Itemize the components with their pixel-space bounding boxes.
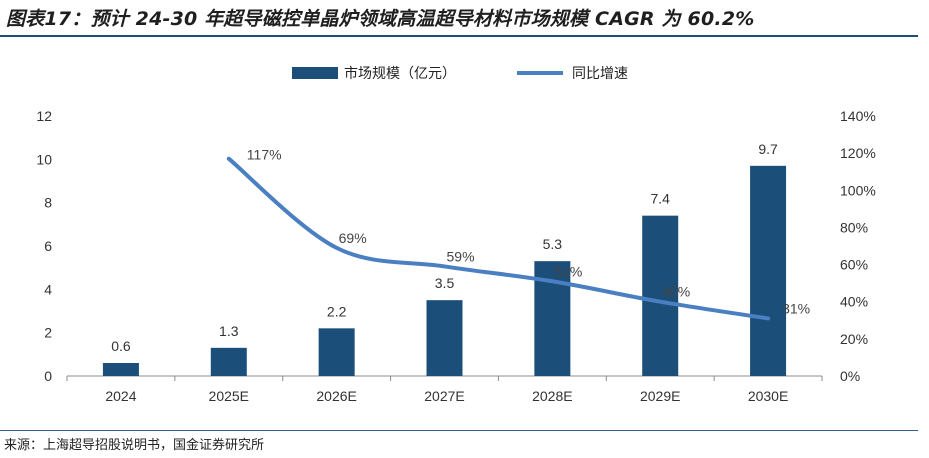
title-rule: [0, 35, 918, 37]
growth-line: [226, 156, 771, 321]
bar-series: [102, 165, 787, 376]
y-right-tick-label: 100%: [840, 182, 876, 198]
footer-rule: [0, 430, 918, 431]
y-right-tick-label: 60%: [840, 257, 868, 273]
y-right-tick-label: 0%: [840, 368, 860, 384]
legend-bar-swatch: [292, 67, 338, 79]
bar: [318, 328, 355, 376]
line-value-label: 69%: [339, 230, 367, 246]
line-value-label: 59%: [447, 248, 475, 264]
y-left-tick-label: 4: [44, 281, 52, 297]
chart-title: 图表17：预计 24-30 年超导磁控单晶炉领域高温超导材料市场规模 CAGR …: [6, 8, 755, 30]
x-tick-label: 2030E: [748, 388, 788, 404]
bar: [426, 300, 463, 376]
y-left-tick-label: 8: [44, 195, 52, 211]
x-tick-label: 2027E: [424, 388, 464, 404]
y-left-tick-label: 2: [44, 325, 52, 341]
y-left-tick-label: 0: [44, 368, 52, 384]
line-value-label: 117%: [247, 147, 282, 163]
bar-value-label: 7.4: [650, 191, 670, 207]
line-series: [226, 156, 771, 321]
x-tick-label: 2025E: [209, 388, 249, 404]
bar-value-label: 3.5: [435, 275, 455, 291]
bar-value-label: 9.7: [758, 141, 778, 157]
line-value-label: 51%: [554, 263, 582, 279]
x-tick-label: 2029E: [640, 388, 680, 404]
data-labels: 0.6 1.3 2.2 3.5 5.3 7.4 9.7 117% 69% 59% 51% 40% 31%: [111, 141, 810, 354]
y-left-tick-label: 10: [36, 151, 52, 167]
x-tick-label: 2028E: [532, 388, 572, 404]
source-note: 来源：上海超导招股说明书，国金证券研究所: [4, 438, 265, 453]
line-value-label: 40%: [662, 284, 690, 300]
bar-value-label: 1.3: [219, 323, 239, 339]
x-tick-label: 2026E: [316, 388, 356, 404]
bar: [102, 363, 139, 376]
axes: 2024 2025E 2026E 2027E 2028E 2029E 2030E 0 2 4 6 8 1…: [36, 108, 875, 404]
y-right-tick-label: 140%: [840, 108, 876, 124]
y-right-tick-label: 80%: [840, 219, 868, 235]
line-value-label: 31%: [782, 300, 810, 316]
legend-line-label: 同比增速: [572, 65, 628, 81]
bar-value-label: 2.2: [327, 303, 347, 319]
bar: [210, 347, 247, 376]
y-left-tick-label: 6: [44, 238, 52, 254]
chart: 市场规模（亿元） 同比增速 2024 2025E 2026E 2027E 2028E 202…: [36, 65, 875, 404]
bar: [750, 165, 787, 376]
legend-bar-label: 市场规模（亿元）: [344, 65, 456, 81]
x-tick-label: 2024: [105, 388, 136, 404]
bar: [642, 215, 679, 376]
y-right-tick-label: 120%: [840, 145, 876, 161]
legend: 市场规模（亿元） 同比增速: [292, 65, 628, 81]
y-right-tick-label: 20%: [840, 331, 868, 347]
bar-value-label: 0.6: [111, 338, 131, 354]
y-right-tick-label: 40%: [840, 294, 868, 310]
bar-value-label: 5.3: [543, 236, 563, 252]
y-left-tick-label: 12: [36, 108, 52, 124]
